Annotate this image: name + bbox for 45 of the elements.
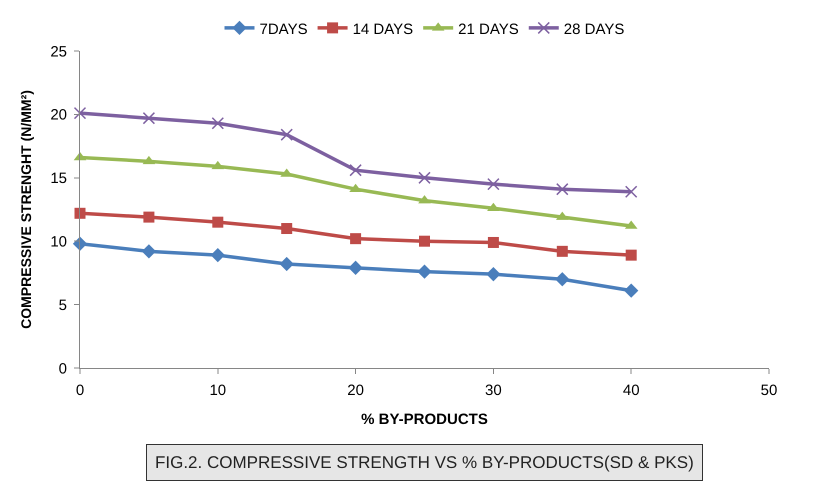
point (556, 246, 568, 257)
point (488, 236, 499, 248)
point (212, 117, 224, 130)
x-tick-label: 40 (622, 382, 640, 399)
y-tick-label: 0 (58, 360, 67, 378)
legend-label: 14 DAYS (352, 20, 414, 38)
legend-label: 7DAYS (260, 20, 308, 38)
point (142, 244, 156, 258)
x-tick-label: 0 (76, 382, 84, 399)
x-axis-title: % BY-PRODUCTS (361, 411, 488, 428)
point (486, 267, 501, 282)
point (142, 112, 156, 124)
x-tick-label: 20 (347, 382, 364, 399)
y-tick-label: 10 (50, 233, 67, 250)
point (419, 236, 430, 247)
point (487, 178, 500, 190)
point (210, 248, 225, 262)
point (624, 284, 638, 298)
y-tick-label: 15 (50, 170, 67, 188)
point (212, 216, 224, 228)
y-tick-label: 5 (58, 296, 67, 314)
legend-label: 21 DAYS (458, 20, 519, 38)
point (417, 264, 432, 279)
point (624, 186, 638, 198)
point (281, 223, 292, 234)
point (348, 260, 363, 275)
x-tick-label: 10 (209, 382, 226, 399)
point (349, 164, 362, 176)
point (143, 212, 154, 223)
x-tick-label: 50 (760, 382, 778, 399)
y-tick-label: 25 (50, 43, 67, 60)
point (350, 233, 362, 244)
legend-label: 28 DAYS (564, 20, 624, 38)
point (74, 106, 86, 120)
point (280, 128, 293, 141)
point (555, 272, 570, 286)
point (280, 256, 294, 272)
point (556, 182, 569, 196)
point (626, 250, 637, 261)
caption: FIG.2. COMPRESSIVE STRENGTH VS % BY-PRODUCTS(SD & PKS) (155, 453, 694, 472)
y-tick-label: 20 (50, 106, 67, 124)
point (74, 208, 86, 219)
y-axis-title: COMPRESSIVE STRENGHT (N/MM²) (18, 90, 34, 329)
point (418, 172, 431, 184)
x-tick-label: 30 (485, 382, 502, 399)
